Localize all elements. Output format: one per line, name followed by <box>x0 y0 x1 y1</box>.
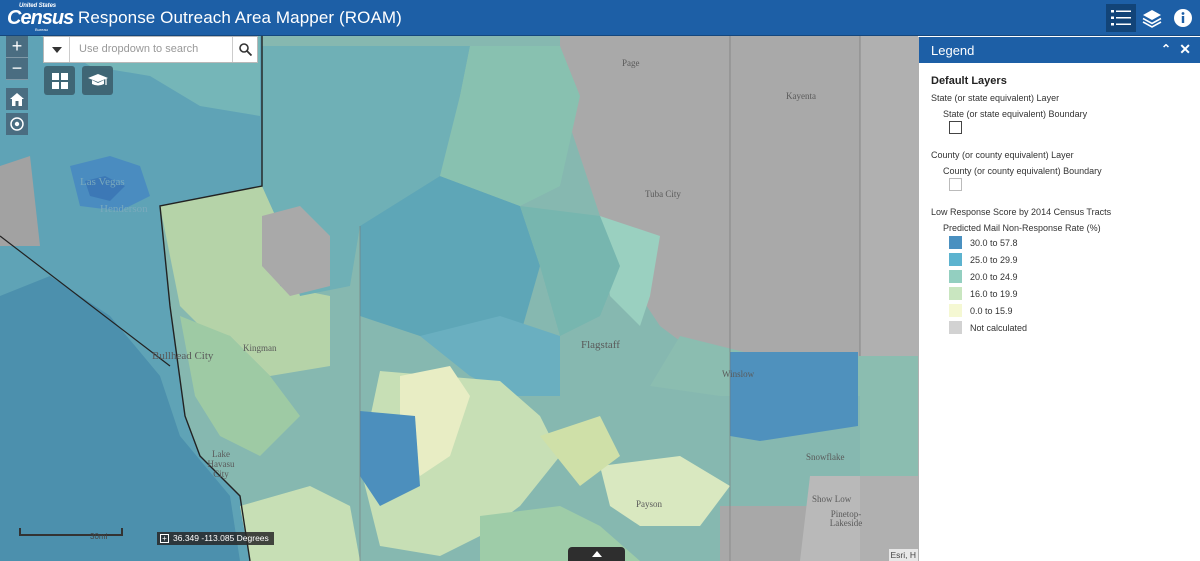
zoom-control: + − <box>6 36 28 80</box>
legend-field-name: Predicted Mail Non-Response Rate (%) <box>943 223 1101 233</box>
legend-button[interactable] <box>1106 4 1136 32</box>
county-boundary-swatch <box>949 178 962 191</box>
coordinate-text: 36.349 -113.085 Degrees <box>173 533 269 543</box>
map-label: Henderson <box>100 203 148 215</box>
home-icon <box>10 92 24 106</box>
map-label: Las Vegas <box>80 176 125 188</box>
map-label: Winslow <box>722 369 755 379</box>
legend-layer-name: County (or county equivalent) Layer <box>931 150 1074 160</box>
class-swatch <box>949 253 962 266</box>
map-attribution: Esri, H <box>888 549 918 561</box>
class-swatch <box>949 270 962 283</box>
map-label: Page <box>622 58 640 68</box>
map-label: Pinetop-Lakeside <box>829 509 863 528</box>
map-view[interactable]: Page Kayenta Las Vegas Henderson Tuba Ci… <box>0 36 918 561</box>
search-input[interactable]: Use dropdown to search <box>79 43 199 55</box>
map-label: Flagstaff <box>581 339 620 351</box>
search-icon <box>238 43 252 56</box>
locate-button[interactable] <box>6 113 28 135</box>
home-button[interactable] <box>6 88 28 110</box>
class-label: 16.0 to 19.9 <box>970 289 1018 299</box>
class-label: 25.0 to 29.9 <box>970 255 1018 265</box>
logo-main-text: Census <box>7 7 74 29</box>
basemap-gallery-button[interactable] <box>44 66 75 95</box>
map-label: Show Low <box>812 494 852 504</box>
layers-button[interactable] <box>1137 4 1167 32</box>
caret-down-icon <box>51 46 62 53</box>
legend-item-label: County (or county equivalent) Boundary <box>943 166 1102 176</box>
locate-icon <box>10 117 24 131</box>
map-label: Kayenta <box>786 91 816 101</box>
class-label: Not calculated <box>970 323 1028 333</box>
caret-up-icon <box>591 551 602 557</box>
zoom-in-button[interactable]: + <box>6 36 28 58</box>
class-swatch <box>949 304 962 317</box>
legend-layer-name: Low Response Score by 2014 Census Tracts <box>931 207 1112 217</box>
class-label: 20.0 to 24.9 <box>970 272 1018 282</box>
map-label: Bullhead City <box>152 350 214 362</box>
tutorial-button[interactable] <box>82 66 113 95</box>
search-source-dropdown[interactable] <box>44 37 70 62</box>
census-logo: United States Census Bureau <box>5 3 74 33</box>
app-title: Response Outreach Area Mapper (ROAM) <box>78 8 402 27</box>
choropleth-map[interactable] <box>0 36 918 561</box>
map-label: Payson <box>636 499 663 509</box>
scale-bar <box>19 528 123 536</box>
close-icon[interactable]: ✕ <box>1179 41 1191 57</box>
legend-list-icon <box>1111 10 1131 26</box>
crosshair-icon: + <box>160 534 169 543</box>
attribute-table-toggle[interactable] <box>568 547 625 561</box>
grid-icon <box>51 72 68 89</box>
legend-panel: Legend ⌃ ✕ Default Layers State (or stat… <box>918 37 1200 561</box>
class-label: 30.0 to 57.8 <box>970 238 1018 248</box>
class-label: 0.0 to 15.9 <box>970 306 1013 316</box>
about-button[interactable] <box>1168 4 1198 32</box>
info-icon <box>1174 9 1192 27</box>
legend-layer-name: State (or state equivalent) Layer <box>931 93 1060 103</box>
class-swatch <box>949 321 962 334</box>
scale-label: 30mi <box>90 532 108 541</box>
zoom-out-button[interactable]: − <box>6 58 28 80</box>
logo-small-text: United States <box>19 3 57 9</box>
state-boundary-swatch <box>949 121 962 134</box>
legend-section-title: Default Layers <box>931 75 1007 87</box>
legend-title: Legend <box>931 43 975 58</box>
coordinate-display[interactable]: + 36.349 -113.085 Degrees <box>157 532 274 545</box>
legend-header: Legend ⌃ ✕ <box>919 37 1200 63</box>
map-label: Tuba City <box>645 189 681 199</box>
graduation-cap-icon <box>87 73 108 85</box>
app-header: United States Census Bureau Response Out… <box>0 0 1200 36</box>
class-swatch <box>949 287 962 300</box>
collapse-icon[interactable]: ⌃ <box>1160 42 1171 56</box>
map-label: Lake Havasu City <box>207 449 235 479</box>
class-swatch <box>949 236 962 249</box>
search-widget: Use dropdown to search <box>43 36 258 63</box>
map-label: Kingman <box>243 343 277 353</box>
search-button[interactable] <box>232 37 257 62</box>
logo-bureau-text: Bureau <box>35 27 48 32</box>
map-label: Snowflake <box>806 452 845 462</box>
legend-item-label: State (or state equivalent) Boundary <box>943 109 1088 119</box>
layers-icon <box>1142 10 1162 28</box>
